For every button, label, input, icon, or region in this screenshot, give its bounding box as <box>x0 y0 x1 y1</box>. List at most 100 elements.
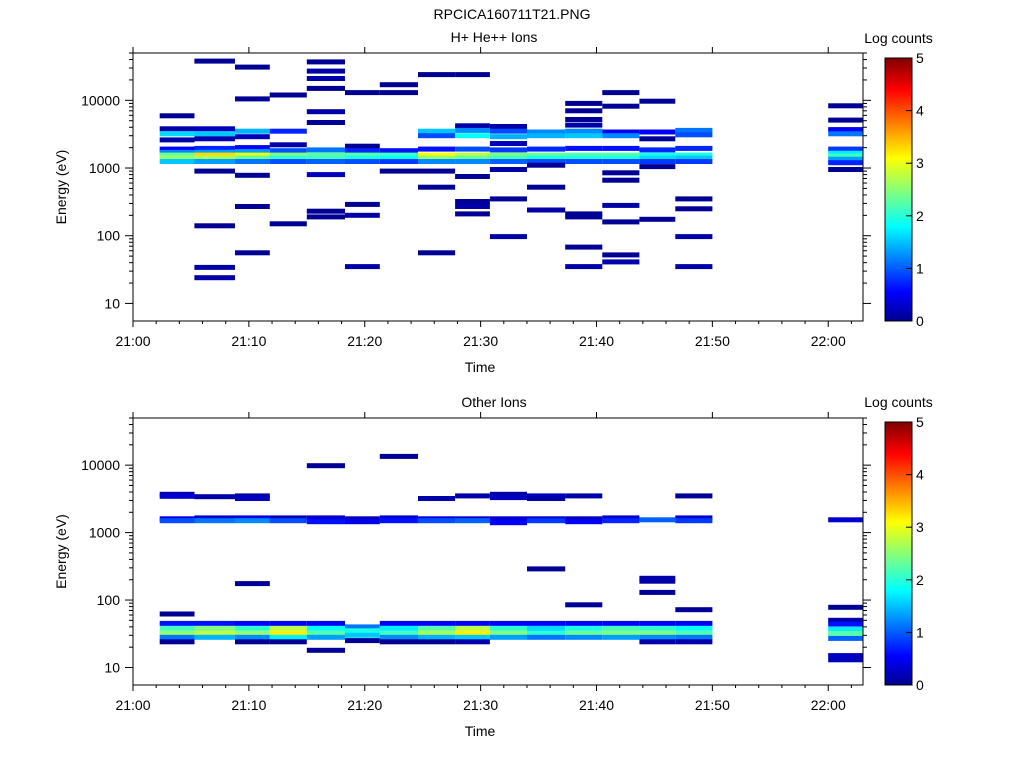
heatmap-cell <box>602 145 640 151</box>
heatmap-cell <box>159 639 195 645</box>
colorbar <box>884 421 913 686</box>
heatmap-cell <box>565 634 603 640</box>
heatmap-cell <box>159 634 195 640</box>
heatmap-cell <box>639 517 676 523</box>
heatmap-cell <box>565 620 603 626</box>
heatmap-cell <box>235 518 270 524</box>
heatmap-cell <box>159 159 195 164</box>
heatmap-cell <box>602 155 640 161</box>
heatmap-cell <box>455 155 490 161</box>
heatmap-cell <box>306 214 345 220</box>
heatmap-cell <box>194 152 235 158</box>
heatmap-cell <box>345 148 380 154</box>
heatmap-cell <box>639 136 676 142</box>
heatmap-cell <box>418 250 456 256</box>
heatmap-cell <box>418 168 456 174</box>
x-tick-label: 21:40 <box>579 333 614 349</box>
heatmap-cell <box>565 133 603 139</box>
heatmap-cell <box>379 639 418 645</box>
heatmap-cell <box>455 133 490 139</box>
heatmap-cell <box>602 152 640 158</box>
heatmap-cell <box>565 108 603 114</box>
heatmap-cell <box>639 152 676 158</box>
heatmap-cell <box>565 100 603 106</box>
heatmap-cell <box>269 142 307 148</box>
panel-title: H+ He++ Ions <box>451 29 538 45</box>
heatmap-cell <box>602 219 640 225</box>
heatmap-cell <box>306 85 345 91</box>
heatmap-cell <box>565 145 603 151</box>
colorbar-tick-label: 3 <box>916 519 924 535</box>
heatmap-cell <box>306 519 345 525</box>
heatmap-cell <box>828 617 863 623</box>
heatmap-cell <box>306 620 345 626</box>
heatmap-cell <box>489 155 527 161</box>
heatmap-cell <box>602 515 640 521</box>
colorbar-tick-label: 3 <box>916 155 924 171</box>
heatmap-cell <box>639 98 676 104</box>
heatmap-cell <box>565 519 603 525</box>
colorbar <box>884 57 913 322</box>
heatmap-cell <box>306 515 345 521</box>
heatmap-cell <box>159 149 195 155</box>
heatmap-cell <box>639 578 676 584</box>
heatmap-cell <box>455 127 490 133</box>
heatmap-cell <box>418 146 456 152</box>
heatmap-cell <box>418 620 456 626</box>
heatmap-cell <box>379 82 418 88</box>
heatmap-cell <box>828 604 863 610</box>
heatmap-cell <box>565 214 603 220</box>
colorbar-title: Log counts <box>864 30 933 46</box>
heatmap-cell <box>828 117 863 123</box>
heatmap-cell <box>306 625 345 631</box>
colorbar-tick-label: 5 <box>916 414 924 430</box>
heatmap-cell <box>159 518 195 524</box>
heatmap-cell <box>379 634 418 640</box>
heatmap-cell <box>345 638 380 644</box>
heatmap-cell <box>194 58 235 64</box>
x-tick-label: 21:30 <box>463 697 498 713</box>
heatmap-cell <box>194 136 235 142</box>
heatmap-cell <box>675 152 713 158</box>
heatmap-cell <box>489 152 527 158</box>
heatmap-cell <box>194 630 235 636</box>
heatmap-cell <box>675 518 713 524</box>
x-tick-label: 21:50 <box>695 697 730 713</box>
heatmap-cell <box>418 625 456 631</box>
heatmap-cell <box>159 625 195 631</box>
heatmap-cell <box>602 630 640 636</box>
heatmap-cell <box>675 493 713 499</box>
y-tick-label: 100 <box>97 592 121 608</box>
heatmap-cell <box>194 634 235 640</box>
heatmap-cell <box>418 184 456 190</box>
heatmap-cell <box>602 259 640 265</box>
colorbar-tick-label: 5 <box>916 50 924 66</box>
heatmap-cell <box>345 143 380 149</box>
heatmap-cell <box>455 174 490 179</box>
heatmap-cell <box>235 493 270 499</box>
heatmap-cell <box>269 152 307 158</box>
heatmap-cell <box>455 639 490 645</box>
heatmap-cell <box>269 159 307 164</box>
heatmap-cell <box>235 204 270 209</box>
heatmap-cell <box>527 625 566 631</box>
colorbar-tick-label: 2 <box>916 572 924 588</box>
heatmap-cell <box>269 155 307 161</box>
heatmap-cell <box>565 630 603 636</box>
heatmap-cell <box>565 244 603 250</box>
heatmap-cell <box>418 630 456 636</box>
heatmap-cell <box>828 103 863 109</box>
heatmap-cell <box>602 625 640 631</box>
heatmap-cell <box>306 634 345 640</box>
heatmap-cell <box>639 634 676 640</box>
heatmap-cell <box>269 92 307 98</box>
heatmap-cell <box>639 625 676 631</box>
heatmap-cell <box>345 159 380 164</box>
heatmap-cell <box>194 159 235 164</box>
colorbar-tick-label: 0 <box>916 313 924 329</box>
heatmap-cell <box>455 634 490 640</box>
heatmap-cell <box>675 155 713 161</box>
heatmap-cell <box>379 518 418 524</box>
heatmap-cell <box>235 172 270 178</box>
